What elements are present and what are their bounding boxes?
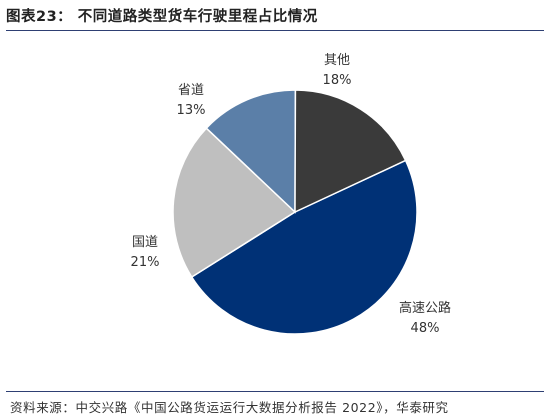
source-divider: [6, 391, 544, 392]
slice-value-4: 18%: [323, 73, 352, 88]
slice-label-3: 省道: [178, 83, 204, 98]
source-note: 资料来源：中交兴路《中国公路货运运行大数据分析报告 2022》，华泰研究: [10, 400, 449, 415]
pie-slices: [172, 89, 418, 335]
slice-label-2: 国道: [132, 235, 158, 250]
slice-value-3: 13%: [177, 103, 206, 118]
pie-labels: 高速公路 48% 国道 21% 省道 13% 其他 18%: [131, 53, 451, 336]
title-divider: [6, 30, 544, 31]
slice-value-1: 48%: [411, 321, 440, 336]
slice-label-4: 其他: [324, 53, 350, 68]
pie-slice-2: [172, 127, 297, 279]
pie-slice-1: [190, 159, 418, 335]
pie-slice-4: [294, 89, 407, 214]
chart-title: 图表23： 不同道路类型货车行驶里程占比情况: [6, 9, 318, 25]
slice-label-1: 高速公路: [399, 300, 451, 316]
slice-value-2: 21%: [131, 255, 160, 270]
pie-slice-3: [205, 89, 297, 214]
